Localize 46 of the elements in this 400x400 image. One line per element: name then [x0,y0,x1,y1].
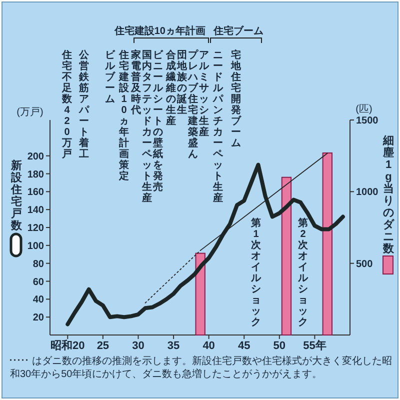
text: 公営鉄筋アパート着工 [79,50,89,160]
text: 団地族の誕生 [176,50,188,116]
x-tick-label: 55年 [303,339,326,352]
text: 住宅不足数420万戸 [62,50,72,160]
y-tick-label: 80 [32,258,44,270]
text: (匹) [356,104,372,115]
x-tick-label: 40 [202,340,215,352]
annotation: アルミサッシ生産 [198,50,210,138]
x-tick-label: 昭和20 [50,339,85,352]
text: (万戸) [16,107,44,118]
text: ビルブーム [104,50,116,105]
y-tick-label: 40 [32,294,44,306]
y-tick-label: 60 [32,276,44,288]
text: 第2次オイルショック [298,218,308,328]
text: 住宅ブーム [212,25,264,37]
y-tick-label: 200 [27,151,44,162]
x-tick-label: 30 [132,340,144,352]
y-tick-label: 20 [32,312,44,324]
y-tick-label: 140 [27,205,44,216]
y-axis-title: 新設住宅戸数 [10,160,22,232]
annotation: 合成繊維の生産 [166,50,176,127]
text: 宅地住宅開発ブーム [231,50,241,149]
y-tick-label: 160 [27,187,44,198]
x-tick-label: 45 [238,340,250,352]
bar [195,252,206,336]
y-tick-label: 180 [27,169,44,180]
text: ビニールシートの壁紙を発売 [153,50,163,193]
y-tick-label: 120 [27,223,44,234]
text: 住宅建設10ヵ年計画策定 [119,50,129,182]
text: はダニ数の推移の推測を示します。新設住宅戸数や住宅様式が大きく変化した昭和30年から50年頃にかけて、ダニ数も急増したことがうかがえます。 [10,355,392,380]
bar [322,152,332,336]
text: ニードルパンチカーペット生産 [213,50,223,204]
y2-tick-label: 1000 [356,187,379,198]
text: 家電普及時代 [130,50,142,116]
text: 住宅建設10ヵ年計画 [113,25,206,37]
text: プレハブ住宅建築盛ん [188,50,198,160]
y2-tick-label: 1500 [356,116,379,126]
y-tick-label: 100 [27,240,44,252]
text: 国内タフテッドカーペット生産 [142,50,152,204]
x-tick-label: 50 [273,340,286,352]
text: 細塵1g当りのダニ数 [383,135,394,255]
bar [281,176,292,336]
text: 第1次オイルショック [251,218,261,328]
x-tick-label: 35 [167,340,180,352]
y2-tick-label: 500 [356,258,374,270]
x-tick-label: 25 [96,340,110,352]
